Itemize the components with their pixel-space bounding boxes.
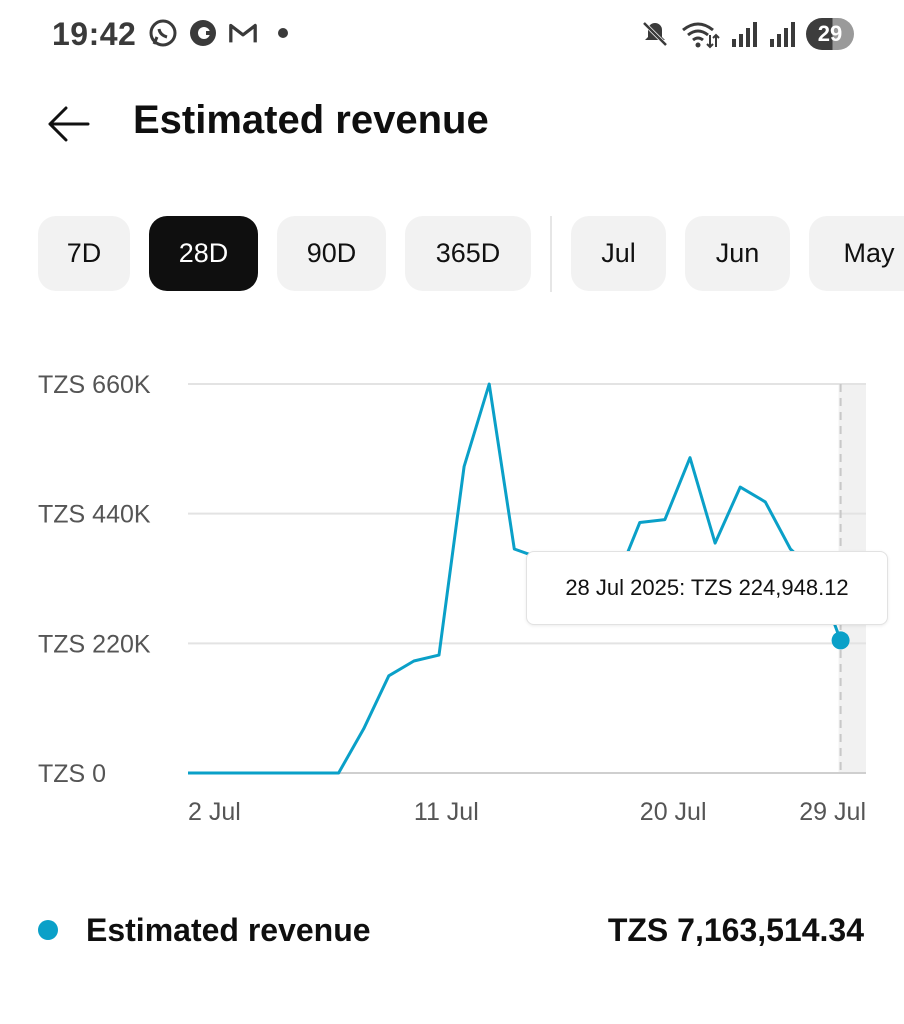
period-chips: 7D 28D 90D 365D Jul Jun May [38,216,904,292]
y-tick-label: TZS 0 [38,760,106,788]
arrow-back-icon [48,106,90,142]
x-tick-label: 11 Jul [414,798,479,826]
legend-total-value: TZS 7,163,514.34 [607,912,864,948]
highlight-point [831,631,850,650]
app-header: Estimated revenue [0,90,904,154]
revenue-chart[interactable]: TZS 660K TZS 440K TZS 220K TZS 0 2 Jul 11 Jul… [0,350,904,850]
page-title: Estimated revenue [133,98,489,142]
chip-365d[interactable]: 365D [405,216,531,291]
y-tick-label: TZS 660K [38,371,151,399]
wifi-icon [680,19,720,49]
status-left-icons [148,18,298,48]
chip-28d[interactable]: 28D [149,216,258,291]
chip-may[interactable]: May [809,216,904,291]
app-icon [188,18,218,48]
chart-legend: Estimated revenue TZS 7,163,514.34 [0,900,904,964]
signal-icon [730,19,758,49]
series-line [188,382,843,775]
chip-90d[interactable]: 90D [277,216,386,291]
x-tick-label: 29 Jul [799,798,866,826]
notification-dot-icon [268,18,298,48]
chip-jun[interactable]: Jun [685,216,790,291]
status-time: 19:42 [52,16,137,52]
legend-series-dot [38,920,58,940]
chip-7d[interactable]: 7D [38,216,130,291]
status-right-icons: 29 [640,18,854,50]
whatsapp-icon [148,18,178,48]
back-button[interactable] [40,96,96,152]
x-tick-label: 2 Jul [188,798,241,826]
signal-icon [768,19,796,49]
x-tick-label: 20 Jul [640,798,707,826]
mute-icon [640,19,670,49]
legend-label: Estimated revenue [86,912,371,948]
chip-jul[interactable]: Jul [571,216,666,291]
chip-divider [550,216,552,292]
battery-indicator: 29 [806,18,854,50]
status-bar: 19:42 29 [0,0,904,72]
y-tick-label: TZS 440K [38,501,151,529]
y-tick-label: TZS 220K [38,630,151,658]
gmail-icon [228,18,258,48]
chart-tooltip: 28 Jul 2025: TZS 224,948.12 [526,551,888,625]
